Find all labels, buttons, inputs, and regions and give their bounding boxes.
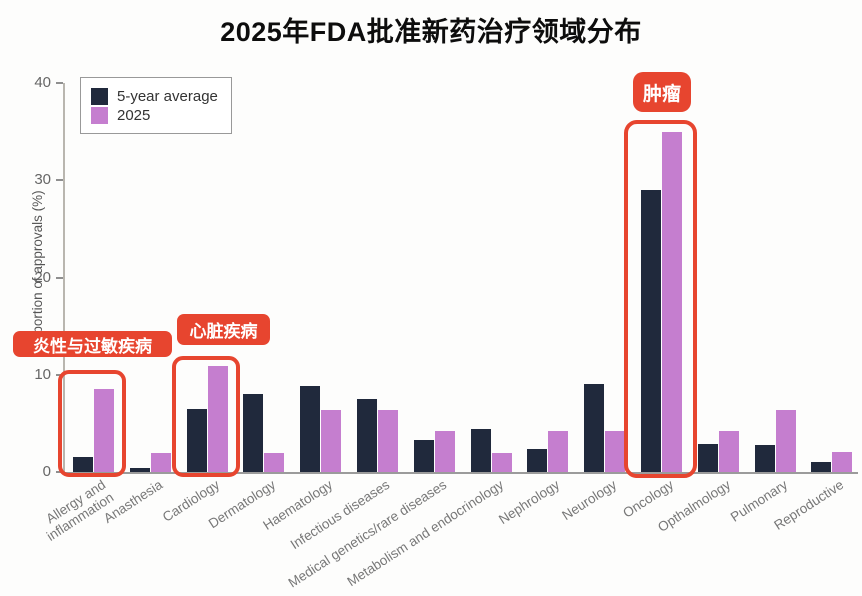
annotation-label-inflammation-allergy: 炎性与过敏疾病 xyxy=(13,331,172,357)
y-tick xyxy=(56,82,63,84)
annotation-label-tumor: 肿瘤 xyxy=(633,72,691,112)
bar-avg-1 xyxy=(73,457,93,472)
annotation-box-cardiology xyxy=(172,356,240,477)
bar-avg-4 xyxy=(243,394,264,472)
bar-2025-2 xyxy=(150,452,171,472)
bar-2025-1 xyxy=(94,389,114,472)
bar-2025-11 xyxy=(662,131,682,472)
bar-avg-7 xyxy=(413,439,434,472)
bar-2025-13 xyxy=(775,409,796,472)
bar-2025-6 xyxy=(378,409,398,472)
y-axis-line xyxy=(63,83,65,472)
bar-avg-10 xyxy=(584,383,605,472)
bar-avg-2 xyxy=(129,468,150,472)
y-tick xyxy=(56,179,63,182)
bar-2025-3 xyxy=(207,365,228,472)
bar-2025-4 xyxy=(264,452,285,472)
bar-avg-13 xyxy=(754,444,775,472)
legend-swatch-icon xyxy=(91,107,108,124)
annotation-box-allergy-inflammation xyxy=(58,370,126,477)
y-axis-title: Proportion of approvals (%) xyxy=(30,190,45,355)
legend-swatch-icon xyxy=(91,88,108,105)
bar-avg-11 xyxy=(641,189,661,472)
legend-label: 5-year average xyxy=(117,88,218,105)
x-axis-line xyxy=(63,472,858,474)
bar-avg-14 xyxy=(811,462,832,472)
legend-label: 2025 xyxy=(117,107,151,124)
page-title: 2025年FDA批准新药治疗领域分布 xyxy=(220,17,642,47)
bar-avg-3 xyxy=(186,408,207,472)
y-tick-label: 20 xyxy=(34,268,51,286)
bar-avg-12 xyxy=(697,443,718,472)
bar-2025-8 xyxy=(491,452,512,472)
bar-avg-9 xyxy=(527,448,548,472)
bar-2025-12 xyxy=(718,431,739,472)
bar-2025-9 xyxy=(548,431,569,472)
legend: 5-year average 2025 xyxy=(80,77,232,134)
annotation-label-heart-disease: 心脏疾病 xyxy=(177,314,270,345)
y-tick-label: 0 xyxy=(42,463,51,480)
y-tick-label: 30 xyxy=(34,171,51,189)
bar-2025-5 xyxy=(321,409,342,472)
y-tick-label: 40 xyxy=(34,74,51,91)
x-category-label: Infectious diseases xyxy=(287,477,393,553)
bar-2025-10 xyxy=(605,431,626,472)
x-category-label: Nephrology xyxy=(496,477,563,528)
bar-2025-14 xyxy=(832,451,853,472)
bar-avg-8 xyxy=(470,429,491,472)
x-category-label: Neurology xyxy=(559,477,620,524)
y-tick-label: 10 xyxy=(34,365,51,383)
bar-2025-7 xyxy=(434,431,455,472)
y-tick xyxy=(56,276,63,279)
annotation-box-oncology xyxy=(624,120,697,478)
legend-item: 5-year average xyxy=(91,88,221,105)
bar-avg-5 xyxy=(300,386,321,472)
legend-item: 2025 xyxy=(91,107,221,124)
legend-items: 5-year average 2025 xyxy=(91,88,221,124)
bar-avg-6 xyxy=(357,399,377,472)
